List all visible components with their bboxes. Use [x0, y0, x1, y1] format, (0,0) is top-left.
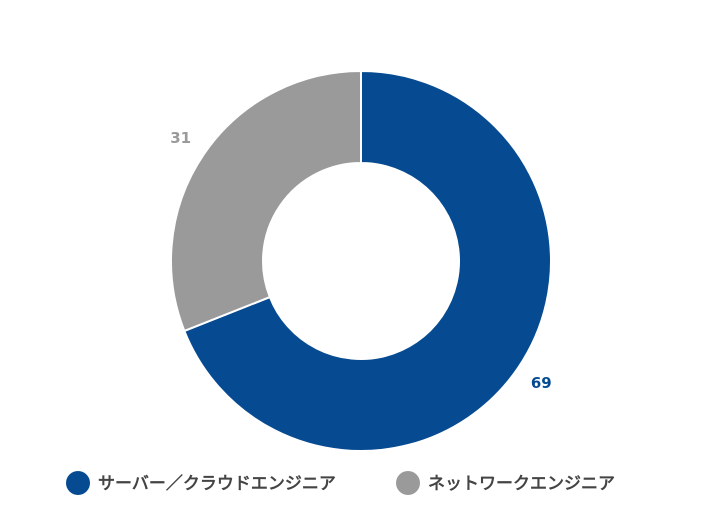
donut-segment — [170, 69, 362, 333]
legend-marker — [396, 471, 420, 495]
legend-marker — [66, 471, 90, 495]
data-label: 69 — [531, 374, 552, 392]
legend-label: サーバー／クラウドエンジニア — [98, 473, 336, 494]
donut-segment — [183, 69, 552, 452]
legend-label: ネットワークエンジニア — [428, 474, 615, 494]
data-label: 31 — [170, 129, 191, 147]
